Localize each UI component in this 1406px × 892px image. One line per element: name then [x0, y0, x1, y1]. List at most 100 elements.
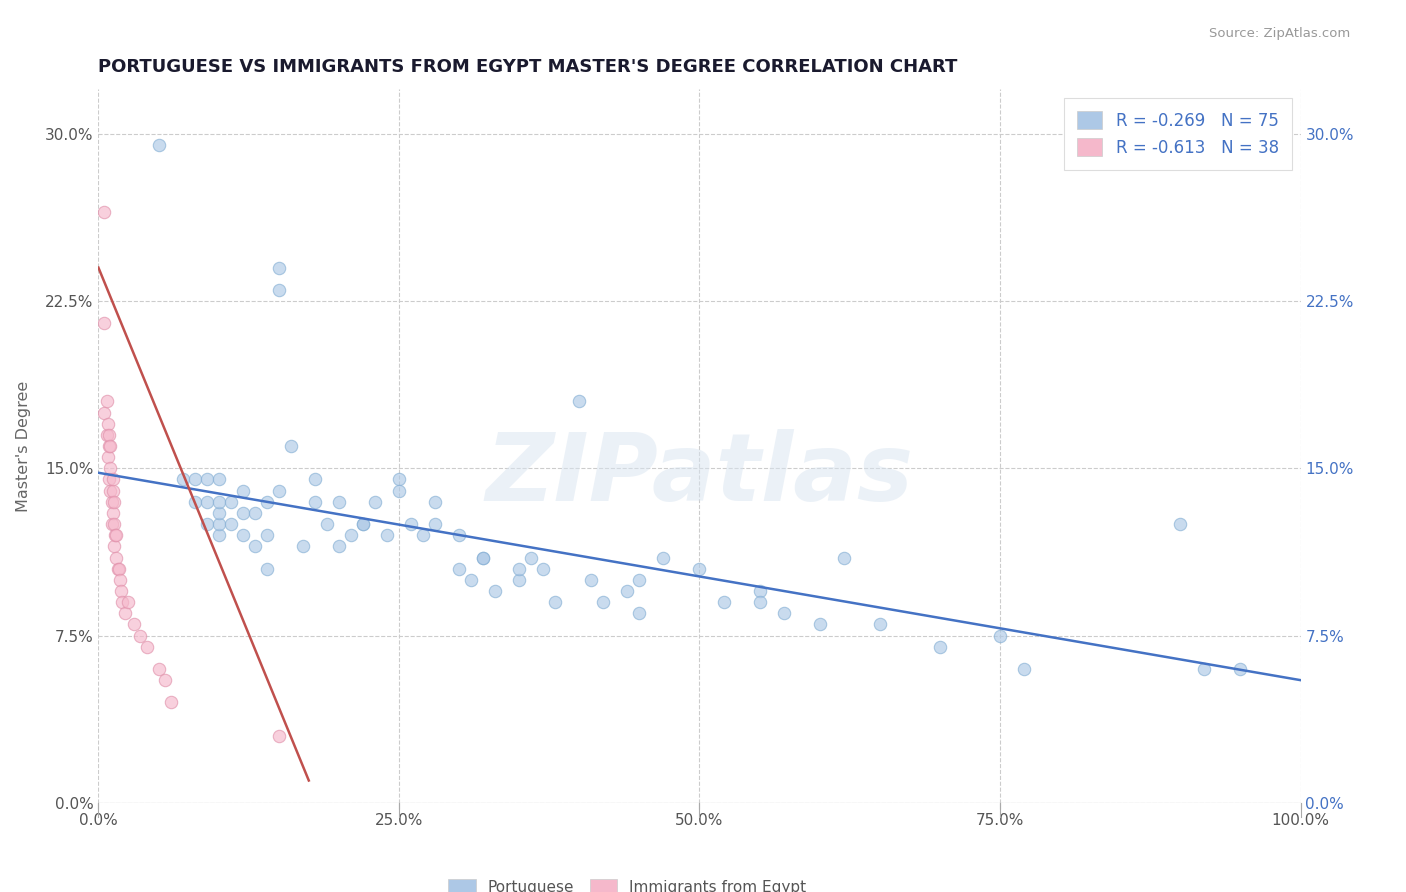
Point: [100, 483, 122, 498]
Point: [219, 494, 242, 508]
Point: [195, 494, 218, 508]
Point: [110, 583, 132, 598]
Point: [195, 517, 218, 532]
Point: [195, 473, 218, 487]
Point: [748, 583, 770, 598]
Point: [98, 439, 121, 453]
Point: [219, 517, 242, 532]
Point: [208, 528, 231, 542]
Point: [340, 528, 363, 542]
Point: [988, 628, 1011, 642]
Point: [98, 473, 121, 487]
Y-axis label: Master's Degree: Master's Degree: [17, 380, 31, 512]
Point: [628, 573, 651, 587]
Point: [772, 607, 794, 621]
Point: [364, 494, 387, 508]
Point: [256, 528, 278, 542]
Point: [304, 473, 326, 487]
Point: [713, 595, 735, 609]
Point: [267, 483, 290, 498]
Point: [208, 494, 231, 508]
Point: [928, 640, 950, 654]
Point: [472, 550, 495, 565]
Point: [869, 617, 891, 632]
Point: [328, 494, 350, 508]
Point: [544, 595, 567, 609]
Point: [232, 506, 254, 520]
Point: [352, 517, 374, 532]
Point: [101, 473, 124, 487]
Point: [423, 494, 446, 508]
Point: [208, 506, 231, 520]
Point: [748, 595, 770, 609]
Point: [208, 473, 231, 487]
Point: [447, 528, 470, 542]
Point: [291, 539, 314, 553]
Point: [148, 662, 170, 676]
Point: [423, 517, 446, 532]
Point: [183, 473, 205, 487]
Point: [108, 562, 131, 576]
Point: [108, 573, 131, 587]
Point: [628, 607, 651, 621]
Point: [520, 550, 543, 565]
Point: [135, 640, 157, 654]
Point: [508, 573, 530, 587]
Point: [232, 528, 254, 542]
Point: [1170, 517, 1192, 532]
Point: [399, 517, 422, 532]
Point: [375, 528, 398, 542]
Point: [93, 317, 115, 331]
Point: [531, 562, 554, 576]
Point: [98, 427, 121, 442]
Point: [832, 550, 855, 565]
Point: [267, 729, 290, 743]
Point: [1194, 662, 1216, 676]
Point: [100, 494, 122, 508]
Point: [148, 138, 170, 153]
Point: [114, 607, 136, 621]
Point: [103, 539, 125, 553]
Point: [352, 517, 374, 532]
Point: [808, 617, 831, 632]
Point: [256, 562, 278, 576]
Point: [93, 204, 115, 219]
Point: [103, 517, 125, 532]
Point: [447, 562, 470, 576]
Text: Source: ZipAtlas.com: Source: ZipAtlas.com: [1209, 27, 1350, 40]
Point: [208, 517, 231, 532]
Text: ZIPatlas: ZIPatlas: [485, 428, 914, 521]
Point: [117, 595, 139, 609]
Point: [280, 439, 302, 453]
Point: [101, 483, 124, 498]
Point: [97, 450, 120, 465]
Point: [153, 673, 176, 687]
Point: [183, 494, 205, 508]
Point: [460, 573, 482, 587]
Point: [388, 473, 411, 487]
Point: [101, 506, 124, 520]
Point: [104, 528, 127, 542]
Point: [129, 628, 152, 642]
Point: [1229, 662, 1251, 676]
Point: [100, 461, 122, 475]
Point: [96, 394, 118, 409]
Legend: Portuguese, Immigrants from Egypt: Portuguese, Immigrants from Egypt: [440, 871, 814, 892]
Point: [616, 583, 638, 598]
Point: [689, 562, 711, 576]
Point: [315, 517, 337, 532]
Point: [472, 550, 495, 565]
Point: [111, 595, 134, 609]
Point: [581, 573, 603, 587]
Point: [568, 394, 591, 409]
Point: [93, 405, 115, 420]
Point: [105, 528, 128, 542]
Point: [1012, 662, 1035, 676]
Point: [592, 595, 614, 609]
Point: [243, 539, 266, 553]
Point: [267, 260, 290, 275]
Point: [328, 539, 350, 553]
Point: [105, 550, 128, 565]
Point: [232, 483, 254, 498]
Point: [243, 506, 266, 520]
